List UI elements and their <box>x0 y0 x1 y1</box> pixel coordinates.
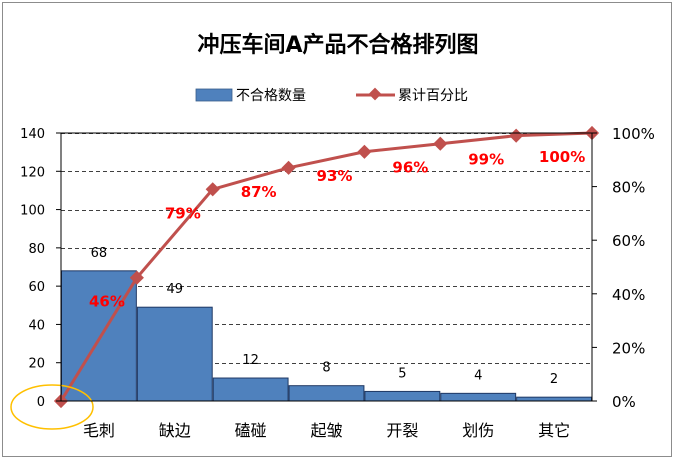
bar-value-label: 4 <box>474 368 482 383</box>
cumulative-value-label: 79% <box>165 204 201 222</box>
y-left-tick-label: 120 <box>20 165 45 180</box>
x-category-label: 毛刺 <box>83 421 115 440</box>
y-left-tick-label: 20 <box>28 357 45 372</box>
line-marker-6 <box>509 128 524 143</box>
bar-5 <box>364 390 441 402</box>
legend-label-bars: 不合格数量 <box>236 88 306 104</box>
bar-value-label: 49 <box>167 282 184 297</box>
x-category-label: 开裂 <box>386 421 418 440</box>
cumulative-polyline <box>59 131 593 402</box>
cumulative-value-label: 93% <box>317 167 353 185</box>
line-marker-1 <box>129 270 144 285</box>
legend: 不合格数量 累计百分比 <box>195 87 468 104</box>
cumulative-value-label: 96% <box>392 159 428 177</box>
x-category-label: 划伤 <box>462 421 494 440</box>
bar-2 <box>136 306 213 402</box>
bar-4 <box>288 385 365 402</box>
chart-title: 冲压车间A产品不合格排列图 <box>197 32 478 58</box>
legend-swatch-bars <box>195 88 233 102</box>
bar-value-label: 5 <box>398 366 406 381</box>
bar-7 <box>516 396 593 402</box>
bar-value-label: 2 <box>550 372 558 387</box>
bars <box>61 270 593 402</box>
y-right-tick-label: 20% <box>612 339 645 357</box>
line-marker-5 <box>433 136 448 151</box>
plot-area-border <box>60 132 593 402</box>
line-marker-2 <box>205 182 220 197</box>
x-category-label: 起皱 <box>310 421 342 440</box>
cumulative-value-label: 99% <box>468 151 504 169</box>
legend-marker <box>368 87 382 101</box>
y-left-tick-label: 40 <box>28 318 45 333</box>
cumulative-value-label: 46% <box>89 293 125 311</box>
legend-label-line: 累计百分比 <box>398 88 468 104</box>
y-left-tick-label: 140 <box>20 127 45 142</box>
x-category-label: 磕碰 <box>235 421 267 440</box>
y-right-tick-label: 60% <box>612 232 645 250</box>
y-left-tick-label: 0 <box>37 395 45 410</box>
y-right-tick-label: 0% <box>612 393 636 411</box>
y-left-tick-label: 100 <box>20 204 45 219</box>
x-category-label: 其它 <box>538 421 570 440</box>
y-right-tick-label: 80% <box>612 179 645 197</box>
bar-value-label: 12 <box>242 353 259 368</box>
bar-value-label: 68 <box>91 246 108 261</box>
bar-3 <box>212 377 289 402</box>
cumulative-value-label: 100% <box>539 148 585 166</box>
cumulative-value-label: 87% <box>241 183 277 201</box>
y-left-tick-label: 80 <box>28 242 45 257</box>
y-left-tick-label: 60 <box>28 280 45 295</box>
bar-value-label: 8 <box>322 361 330 376</box>
y-right-tick-label: 100% <box>612 125 655 143</box>
y-right-tick-label: 40% <box>612 286 645 304</box>
data-labels: 68 49 12 8 5 4 2 46% 79% 87% 93% 96% 99% 100% <box>89 148 585 387</box>
line-marker-3 <box>281 160 296 175</box>
axes: 0 20 40 60 80 100 120 140 0% 20% 40% 60% 80% 100% 毛刺 缺边… <box>20 125 655 440</box>
bar-6 <box>440 392 517 402</box>
origin-highlight <box>10 384 94 430</box>
x-category-label: 缺边 <box>159 421 191 440</box>
line-marker-4 <box>357 144 372 159</box>
